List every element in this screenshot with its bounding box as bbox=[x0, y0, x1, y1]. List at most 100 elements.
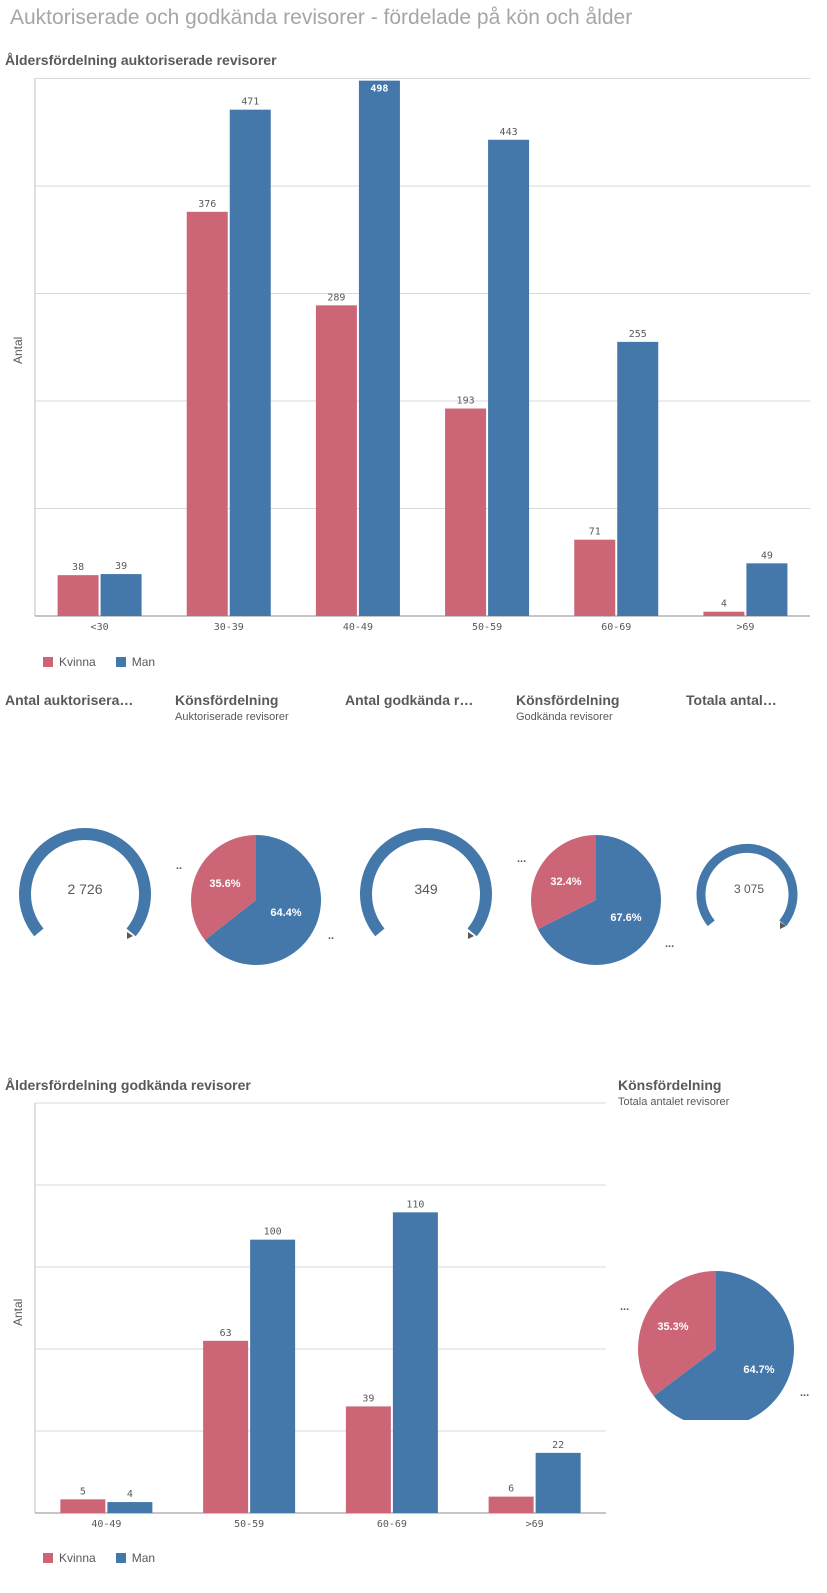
x-tick-label: 60-69 bbox=[601, 622, 631, 633]
bar-man-c2-1[interactable] bbox=[250, 1239, 296, 1513]
gauge-totala: 3 075 bbox=[696, 843, 798, 929]
pie3-label-kvinna: 35.3% bbox=[657, 1321, 688, 1333]
legend-swatch-man bbox=[115, 657, 126, 667]
pie3-slice-kvinna bbox=[638, 1271, 716, 1397]
bar-kvinna-c1-4[interactable] bbox=[574, 539, 616, 616]
pie1-subtitle: Auktoriserade revisorer bbox=[175, 711, 289, 723]
bar-kvinna-c1-1[interactable] bbox=[186, 211, 228, 617]
x-tick-label: >69 bbox=[736, 622, 754, 633]
pie3-more-dots-left: ... bbox=[620, 1301, 629, 1313]
pie1-slice-man bbox=[204, 835, 321, 965]
bar-man-c1-0[interactable] bbox=[100, 574, 142, 616]
legend-label-kvinna: Kvinna bbox=[59, 1551, 96, 1565]
data-label-man-c1-3: 443 bbox=[500, 127, 518, 138]
kpi2-title: Antal godkända r… bbox=[345, 692, 474, 708]
bar-kvinna-c2-1[interactable] bbox=[203, 1340, 249, 1513]
x-tick-label: 40-49 bbox=[343, 622, 373, 633]
gauge-arc bbox=[19, 828, 151, 937]
legend-label-man: Man bbox=[131, 1551, 156, 1565]
kpi1-title: Antal auktorisera… bbox=[5, 692, 134, 708]
chart1-legend: Kvinna Man bbox=[43, 655, 155, 669]
pie-total-graphic: 35.3% 64.7% ... ... bbox=[620, 1271, 809, 1420]
x-tick-label: 40-49 bbox=[91, 1519, 121, 1530]
bar-man-c2-2[interactable] bbox=[392, 1212, 438, 1513]
pie2-label-kvinna: 32.4% bbox=[550, 876, 581, 888]
data-label-kvinna-c1-0: 38 bbox=[72, 562, 84, 573]
pie-auktoriserade: 35.6% 64.4% bbox=[190, 835, 321, 965]
data-label-kvinna-c1-1: 376 bbox=[198, 199, 216, 210]
bar-man-c2-0[interactable] bbox=[107, 1502, 153, 1513]
pie2-slice-man bbox=[537, 835, 662, 965]
legend-label-man: Man bbox=[131, 655, 156, 669]
pie3-label-man: 64.7% bbox=[743, 1364, 774, 1376]
bar-man-c1-3[interactable] bbox=[488, 139, 530, 616]
chart2-title: Åldersfördelning godkända revisorer bbox=[5, 1077, 251, 1093]
x-tick-label: <30 bbox=[91, 622, 109, 633]
x-tick-label: 50-59 bbox=[472, 622, 502, 633]
pie1-more-dots: .. bbox=[328, 930, 334, 942]
pie2-subtitle: Godkända revisorer bbox=[516, 711, 613, 723]
gauge-arc bbox=[360, 828, 492, 937]
bar-man-c1-4[interactable] bbox=[617, 341, 659, 616]
gauge-pointer bbox=[780, 922, 786, 929]
legend-swatch-kvinna bbox=[43, 657, 53, 667]
data-label-man-c2-3: 22 bbox=[552, 1440, 564, 1451]
bar-man-c2-3[interactable] bbox=[535, 1452, 581, 1513]
kpi3-title: Totala antal… bbox=[686, 692, 777, 708]
kpi1-more-dots: .. bbox=[176, 860, 182, 872]
chart1-title: Åldersfördelning auktoriserade revisorer bbox=[5, 52, 277, 68]
gauge-pointer bbox=[127, 932, 133, 939]
data-label-man-c1-0: 39 bbox=[115, 561, 127, 572]
page-title: Auktoriserade och godkända revisorer - f… bbox=[10, 6, 633, 29]
kpi-row-graphics: 2 726 .. 35.6% 64.4% .. 349 ... 32.4% 67… bbox=[19, 828, 798, 965]
data-label-man-c1-2: 498 bbox=[370, 84, 388, 95]
bar-kvinna-c1-3[interactable] bbox=[445, 408, 487, 616]
bar-man-c1-2[interactable] bbox=[358, 80, 400, 616]
legend-swatch-kvinna bbox=[43, 1553, 53, 1563]
bar-man-c1-5[interactable] bbox=[746, 563, 788, 616]
data-label-kvinna-c1-3: 193 bbox=[457, 396, 475, 407]
pie2-title: Könsfördelning bbox=[516, 692, 620, 708]
data-label-man-c2-2: 110 bbox=[406, 1199, 424, 1210]
kpi3-value: 3 075 bbox=[734, 882, 764, 896]
pie1-title: Könsfördelning bbox=[175, 692, 279, 708]
data-label-man-c1-5: 49 bbox=[761, 550, 773, 561]
data-label-kvinna-c2-3: 6 bbox=[508, 1484, 514, 1495]
pie1-label-man: 64.4% bbox=[270, 907, 301, 919]
pie2-slice-kvinna bbox=[531, 835, 596, 930]
data-label-man-c2-1: 100 bbox=[264, 1227, 282, 1238]
pie-godkanda: 32.4% 67.6% bbox=[531, 835, 662, 965]
data-label-kvinna-c2-0: 5 bbox=[80, 1486, 86, 1497]
bar-kvinna-c2-3[interactable] bbox=[488, 1496, 534, 1513]
bar-kvinna-c2-2[interactable] bbox=[345, 1406, 391, 1513]
x-tick-label: 50-59 bbox=[234, 1519, 264, 1530]
gauge-arc bbox=[696, 843, 798, 927]
pie2-more-dots: ... bbox=[665, 938, 674, 950]
kpi2-more-dots: ... bbox=[517, 853, 526, 865]
kpi1-value: 2 726 bbox=[67, 881, 102, 897]
legend-label-kvinna: Kvinna bbox=[59, 655, 96, 669]
bar-man-c1-1[interactable] bbox=[229, 109, 271, 617]
pie3-more-dots-right: ... bbox=[800, 1387, 809, 1399]
data-label-kvinna-c2-1: 63 bbox=[220, 1328, 232, 1339]
bar-kvinna-c1-2[interactable] bbox=[315, 305, 357, 616]
chart2-legend: Kvinna Man bbox=[43, 1551, 155, 1565]
data-label-kvinna-c1-2: 289 bbox=[327, 292, 345, 303]
pie-total-subtitle: Totala antalet revisorer bbox=[618, 1096, 730, 1108]
x-tick-label: >69 bbox=[526, 1519, 544, 1530]
bar-kvinna-c1-5[interactable] bbox=[703, 611, 745, 616]
data-label-man-c2-0: 4 bbox=[127, 1489, 133, 1500]
data-label-man-c1-4: 255 bbox=[629, 329, 647, 340]
pie2-label-man: 67.6% bbox=[610, 912, 641, 924]
data-label-kvinna-c2-2: 39 bbox=[362, 1393, 374, 1404]
data-label-kvinna-c1-5: 4 bbox=[721, 599, 727, 610]
bar-kvinna-c1-0[interactable] bbox=[57, 575, 99, 616]
pie1-label-kvinna: 35.6% bbox=[209, 878, 240, 890]
gauge-pointer bbox=[468, 932, 474, 939]
gauge-godkanda: 349 bbox=[360, 828, 492, 939]
gauge-auktoriserade: 2 726 bbox=[19, 828, 151, 939]
x-tick-label: 60-69 bbox=[377, 1519, 407, 1530]
bar-kvinna-c2-0[interactable] bbox=[60, 1499, 106, 1513]
data-label-man-c1-1: 471 bbox=[241, 97, 259, 108]
pie-total-title: Könsfördelning bbox=[618, 1077, 722, 1093]
